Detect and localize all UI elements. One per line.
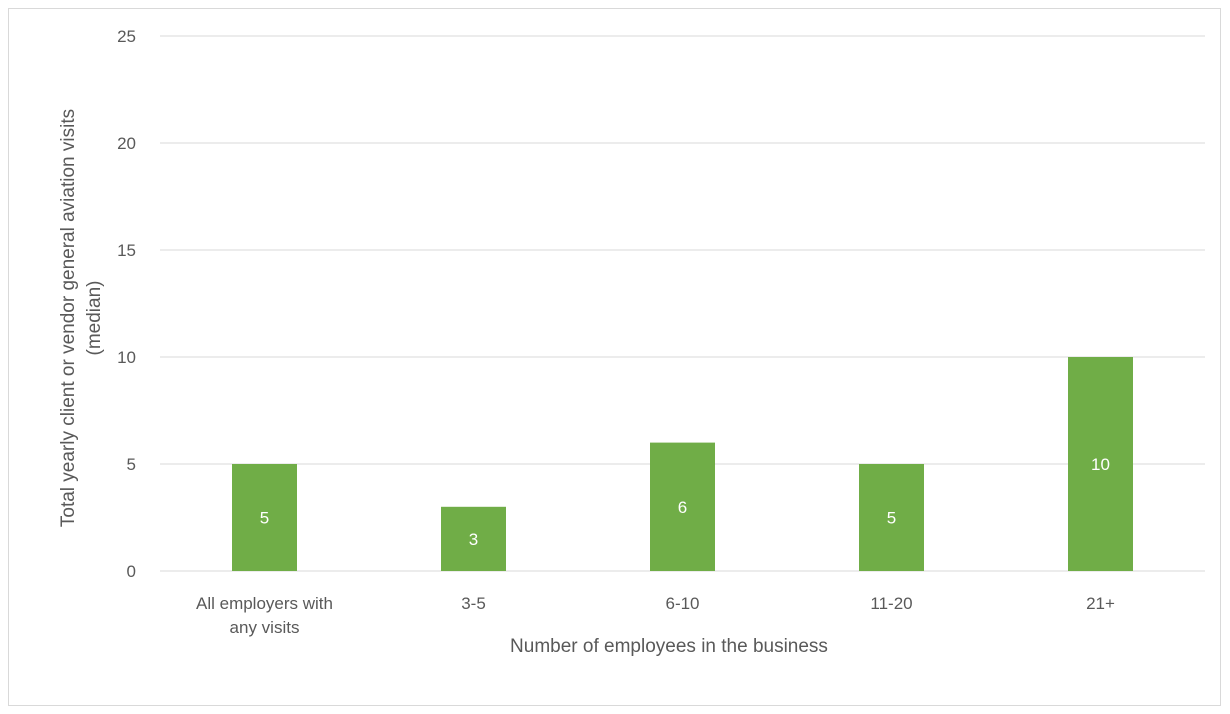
bars: 5 3 6 5 10 [232,357,1133,571]
bar-data-label: 6 [678,498,687,517]
x-tick-label: 6-10 [665,594,699,613]
gridlines [160,35,1205,572]
y-axis-title-line: (median) [84,281,105,356]
bar-data-label: 5 [260,509,269,528]
x-axis-ticks: All employers with any visits 3-5 6-10 11-20… [196,594,1115,637]
y-tick-label: 20 [117,134,136,153]
x-tick-label: 21+ [1086,594,1115,613]
y-axis-title-line: Total yearly client or vendor general av… [58,109,79,527]
y-tick-label: 5 [127,455,136,474]
bar [650,442,715,571]
bar [441,506,506,571]
bar [859,464,924,571]
x-tick-label: 3-5 [461,594,486,613]
bar-data-label: 5 [887,509,896,528]
bar [232,464,297,571]
bar-data-label: 10 [1091,455,1110,474]
y-axis-title: Total yearly client or vendor general av… [58,109,105,527]
y-axis-ticks: 0 5 10 15 20 25 [117,27,136,581]
y-tick-label: 15 [117,241,136,260]
y-tick-label: 10 [117,348,136,367]
bar-data-label: 3 [469,530,478,549]
y-tick-label: 0 [127,562,136,581]
x-axis-title: Number of employees in the business [510,636,828,657]
bar [1068,357,1133,571]
x-tick-label: 11-20 [870,594,912,613]
x-tick-label: All employers with any visits [196,594,333,637]
y-tick-label: 25 [117,27,136,46]
